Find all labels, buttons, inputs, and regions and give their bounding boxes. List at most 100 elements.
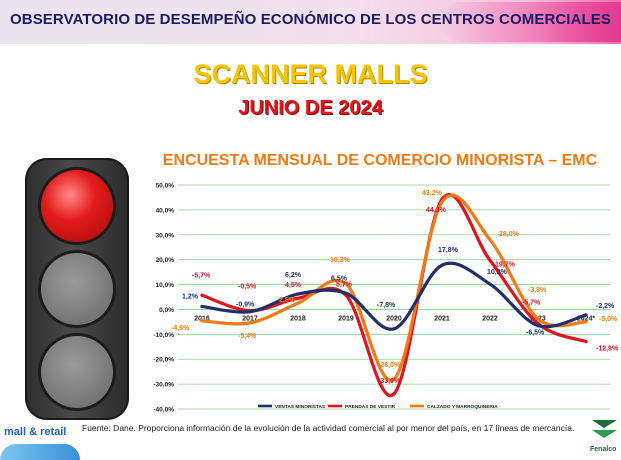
data-point: [536, 317, 540, 321]
data-point: [440, 200, 444, 204]
data-label: -7,8%: [377, 302, 396, 309]
mall-retail-logo: mall & retail: [0, 420, 80, 460]
data-point: [488, 282, 492, 286]
data-point: [536, 322, 540, 326]
series-line-ventas-minoristas: [200, 261, 588, 331]
x-axis-categories: 2016 2017 2018 2019 2020 2021 2022 2023 2024*: [194, 315, 595, 322]
y-tick-label: -40,0%: [153, 407, 174, 414]
data-label: 17,8%: [438, 247, 459, 254]
data-label: 2,5%: [279, 297, 296, 304]
period-title: JUNIO DE 2024: [238, 97, 383, 119]
mall-retail-logo-text: mall & retail: [4, 426, 67, 438]
y-tick-label: 50,0%: [156, 183, 175, 190]
series-lines: [200, 193, 588, 398]
data-label: -5,4%: [238, 333, 257, 340]
data-point: [296, 301, 300, 305]
data-labels: 1,2% -0,9% 6,2% 6,5% -7,8% 17,8% 10,2% -6,5% -2,…: [171, 190, 619, 385]
logo-swoosh: [0, 444, 80, 460]
header-banner: OBSERVATORIO DE DESEMPEÑO ECONÓMICO DE L…: [0, 0, 621, 44]
data-label: -2,2%: [596, 303, 615, 310]
data-label: -6,5%: [526, 330, 545, 337]
fenalco-logo: Fenalco: [588, 414, 621, 460]
data-label: 19,7%: [495, 261, 516, 268]
x-category-label: 2019: [338, 315, 354, 322]
data-label: 10,3%: [330, 257, 351, 264]
data-point: [200, 304, 204, 309]
y-axis-ticks: 50,0% 40,0% 30,0% 20,0% 10,0% 0,0% -10,0% -20,0…: [153, 183, 174, 414]
gridlines: [178, 184, 610, 410]
legend: VENTAS MINORISTAS PRENDAS DE VESTIR CALZAD…: [258, 404, 498, 410]
data-label: 28,0%: [499, 231, 520, 238]
data-point: [344, 291, 348, 295]
legend-label: CALZADO Y MARROQUINERIA: [427, 404, 498, 410]
legend-label: PRENDAS DE VESTIR: [345, 404, 396, 410]
x-category-label: 2017: [242, 315, 258, 322]
scanner-title: SCANNER MALLS: [193, 59, 428, 89]
data-point: [296, 296, 300, 300]
data-label: 10,2%: [487, 269, 508, 276]
data-label: 44,3%: [426, 207, 447, 214]
data-label: -0,5%: [238, 284, 257, 291]
data-point: [488, 258, 492, 263]
y-tick-label: 0,0%: [159, 307, 174, 314]
data-label: -4,6%: [171, 325, 190, 332]
legend-label: VENTAS MINORISTAS: [275, 404, 326, 410]
data-label: 1,2%: [182, 293, 199, 300]
y-tick-label: 40,0%: [156, 207, 175, 214]
traffic-light: [25, 158, 129, 420]
data-point: [344, 293, 348, 297]
y-tick-label: -30,0%: [153, 382, 174, 389]
data-point: [584, 320, 588, 324]
data-point: [248, 321, 252, 325]
data-point: [392, 377, 396, 381]
source-note: Fuente: Dane. Proporciona información de…: [82, 423, 575, 433]
y-tick-label: 30,0%: [156, 232, 175, 239]
data-label: -5,0%: [599, 316, 618, 323]
x-category-label: 2020: [386, 315, 402, 322]
y-tick-label: 20,0%: [156, 257, 175, 264]
fenalco-mark-icon: [592, 420, 617, 438]
data-label: 43,2%: [422, 190, 443, 197]
data-point: [200, 293, 204, 297]
data-label: -12,9%: [596, 346, 619, 353]
red-light-icon: [41, 170, 113, 242]
chart-title: ENCUESTA MENSUAL DE COMERCIO MINORISTA –…: [162, 152, 598, 169]
yellow-light-off-icon: [41, 253, 113, 325]
series-line-prendas-de-vestir: [200, 193, 588, 398]
data-label: -5,7%: [522, 300, 541, 307]
data-label: -3,8%: [528, 287, 547, 294]
data-point: [392, 327, 396, 331]
x-category-label: 2024*: [577, 315, 596, 322]
data-point: [584, 339, 588, 344]
y-tick-label: -10,0%: [153, 332, 174, 339]
data-point: [392, 392, 396, 396]
observatory-title: OBSERVATORIO DE DESEMPEÑO ECONÓMICO DE L…: [10, 11, 611, 28]
x-category-label: 2018: [290, 315, 306, 322]
data-label: -5,7%: [192, 272, 211, 279]
x-category-label: 2022: [482, 315, 498, 322]
y-tick-label: -20,0%: [153, 357, 174, 364]
data-label: 4,5%: [285, 282, 302, 289]
data-point: [488, 238, 492, 242]
data-point: [440, 263, 444, 267]
data-point: [296, 292, 300, 296]
series-line-calzado-marroquineria: [200, 193, 588, 382]
data-point: [536, 324, 540, 328]
banner-brush-stroke: [440, 2, 621, 42]
data-label: -33,9%: [378, 378, 401, 385]
data-label: -28,0%: [378, 362, 401, 369]
data-point: [248, 310, 252, 314]
fenalco-logo-text: Fenalco: [590, 446, 617, 453]
data-label: 5,7%: [336, 281, 353, 288]
y-tick-label: 10,0%: [156, 282, 175, 289]
data-point: [248, 309, 252, 313]
data-label: 6,2%: [285, 272, 302, 279]
green-light-off-icon: [41, 336, 113, 408]
data-point: [440, 197, 444, 201]
data-label: -0,9%: [236, 302, 255, 309]
x-category-label: 2021: [434, 315, 450, 322]
data-point: [584, 313, 588, 317]
x-category-label: 2023: [530, 315, 546, 322]
data-point: [344, 282, 348, 286]
